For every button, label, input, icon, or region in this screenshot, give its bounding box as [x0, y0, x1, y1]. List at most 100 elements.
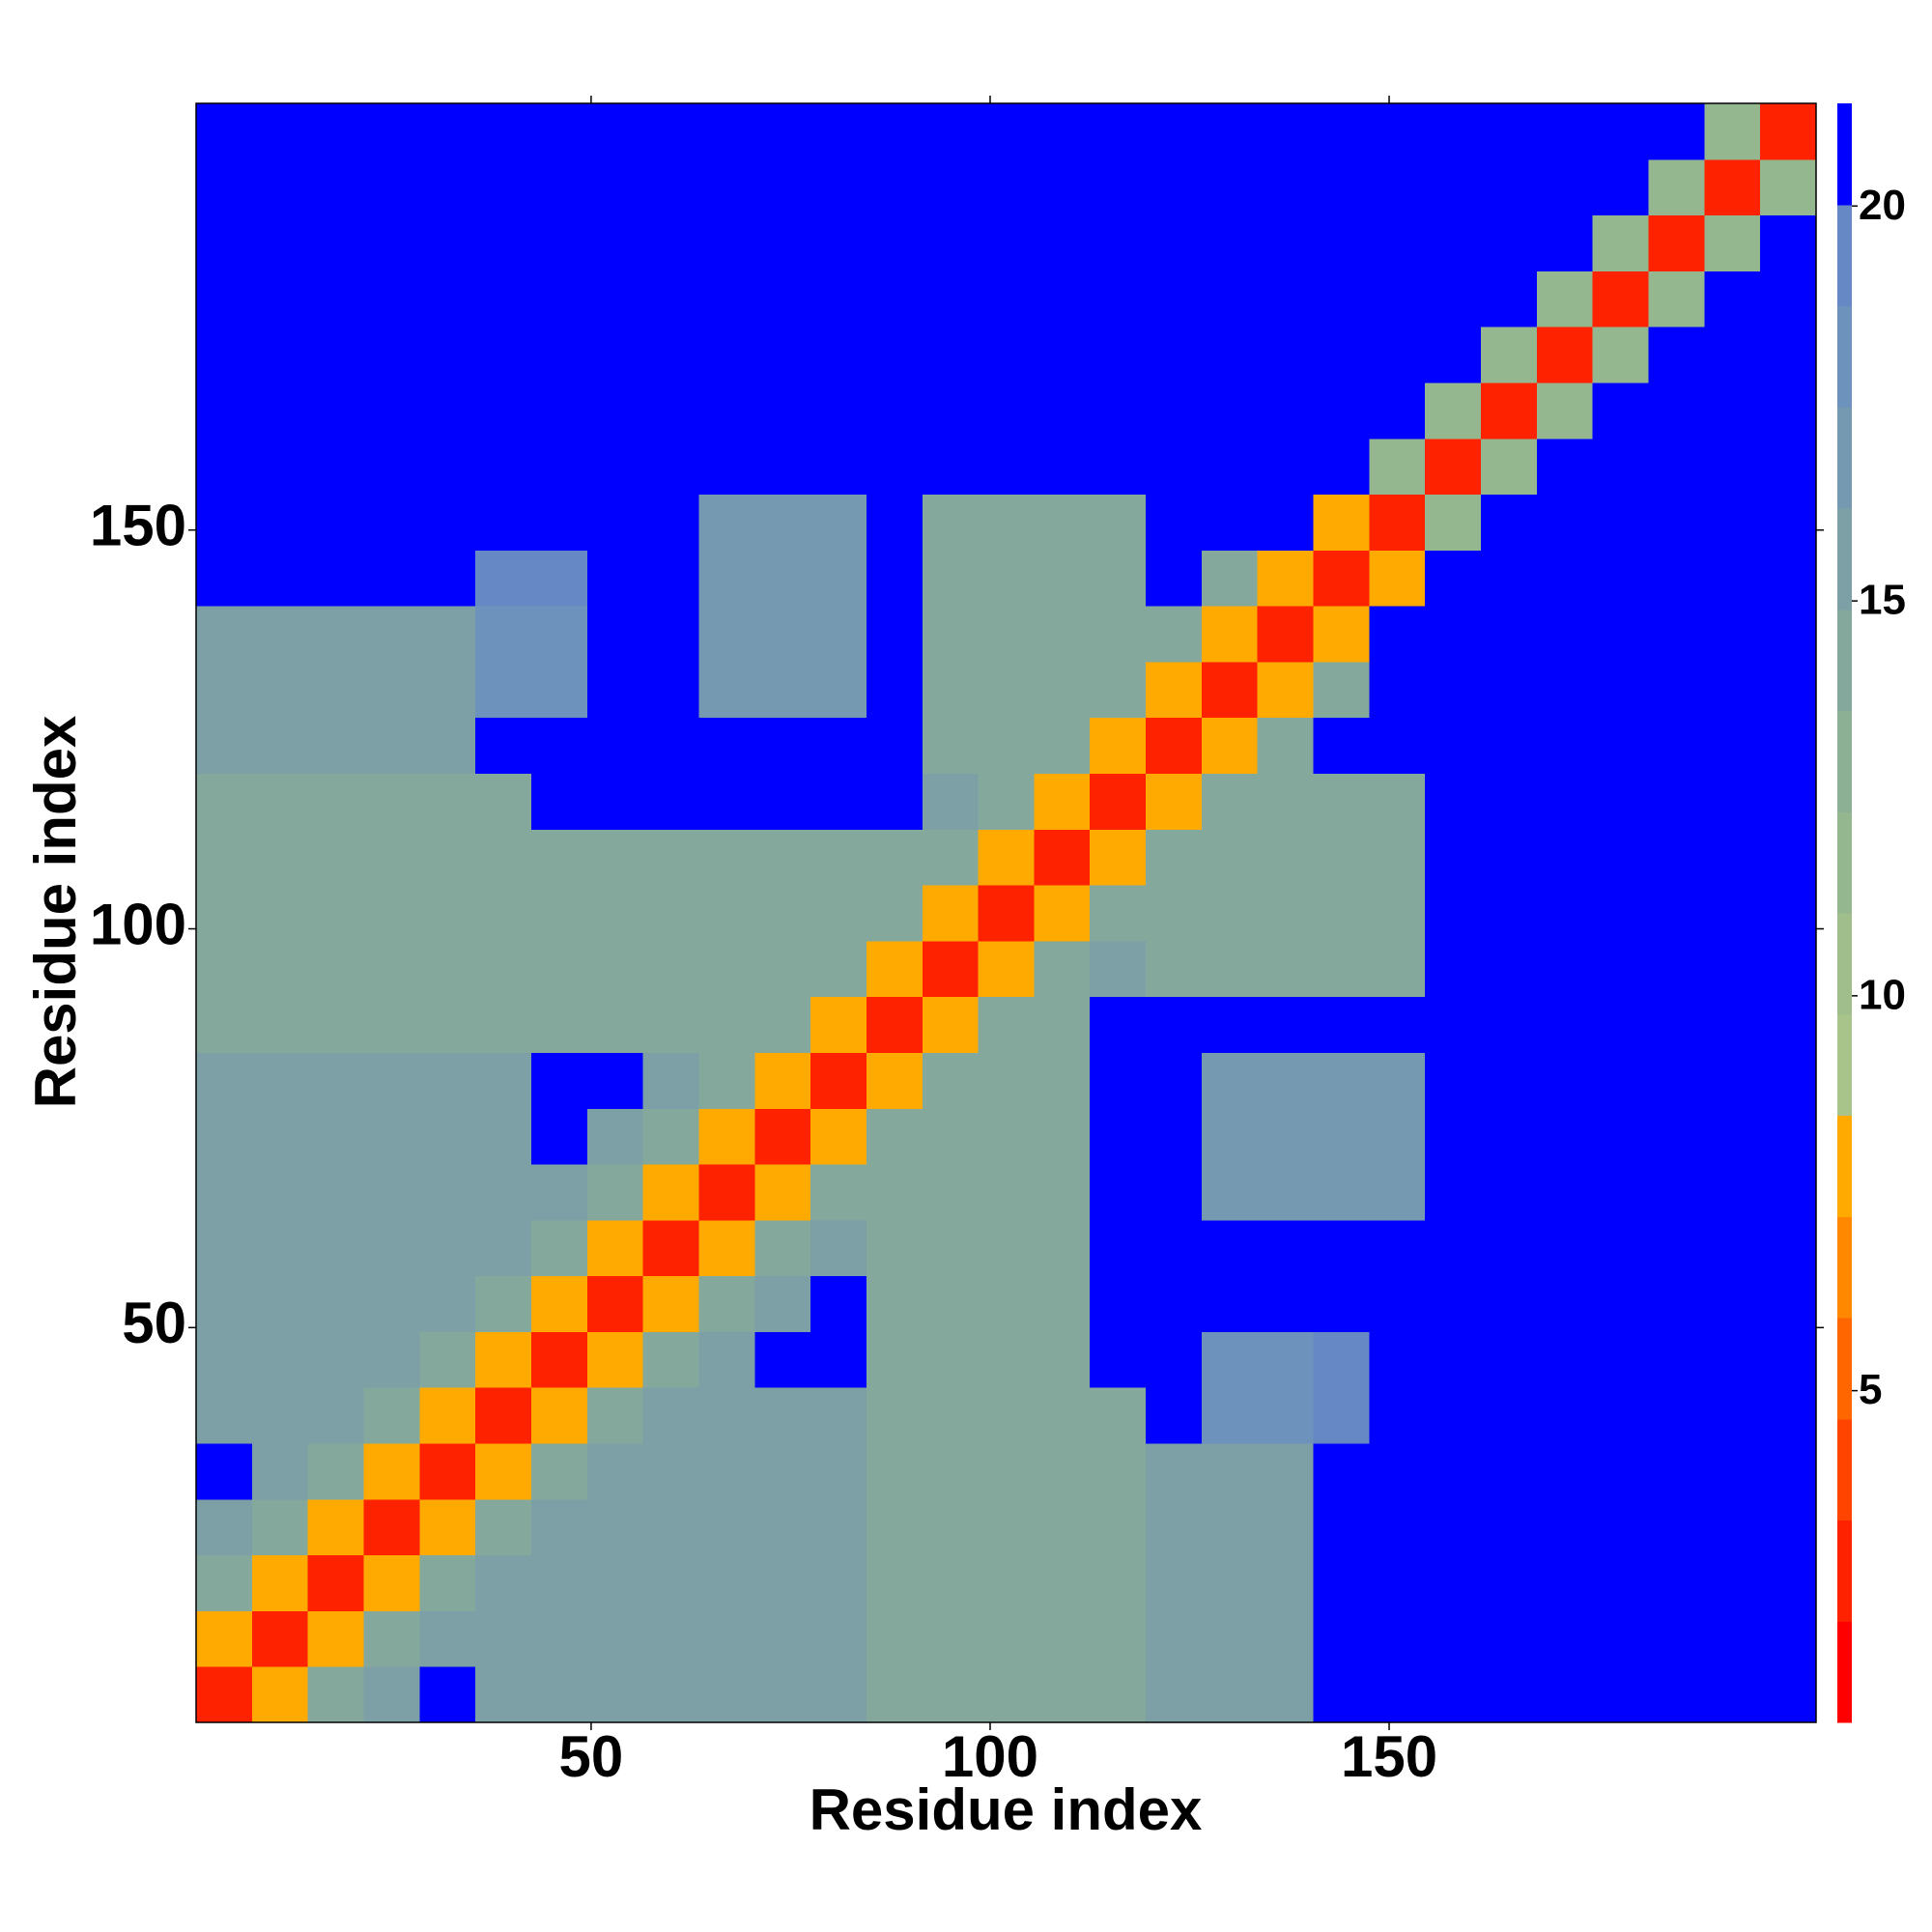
heatmap-cell	[1034, 1275, 1091, 1332]
heatmap-cell	[754, 158, 811, 216]
heatmap-cell	[754, 494, 811, 551]
heatmap-cell	[307, 494, 364, 551]
heatmap-cell	[978, 438, 1035, 496]
heatmap-cell	[1313, 327, 1370, 384]
heatmap-cell	[586, 829, 644, 886]
heatmap-cell	[698, 1443, 755, 1500]
heatmap-cell	[1704, 550, 1761, 607]
heatmap-cell	[698, 158, 755, 216]
heatmap-cell	[530, 829, 588, 886]
heatmap-cell	[1536, 327, 1594, 384]
heatmap-cell	[1257, 158, 1315, 216]
heatmap-cell	[1425, 606, 1482, 663]
heatmap-cell	[1369, 103, 1426, 160]
heatmap-cell	[586, 606, 644, 663]
heatmap-cell	[1592, 996, 1650, 1053]
heatmap-cell	[1313, 1498, 1370, 1556]
heatmap-cell	[1090, 773, 1147, 830]
heatmap-cell	[1034, 1052, 1091, 1109]
heatmap-cell	[1536, 606, 1594, 663]
heatmap-cell	[1257, 996, 1315, 1053]
heatmap-cell	[1090, 606, 1147, 663]
heatmap-cell	[1425, 1275, 1482, 1332]
heatmap-cell	[754, 1666, 811, 1723]
heatmap-cell	[1146, 829, 1203, 886]
heatmap-cell	[1481, 717, 1538, 775]
heatmap-cell	[922, 1443, 980, 1500]
heatmap-cell	[698, 996, 755, 1053]
heatmap-cell	[866, 661, 923, 719]
heatmap-cell	[642, 885, 699, 942]
heatmap-cell	[698, 1275, 755, 1332]
heatmap-cell	[251, 550, 309, 607]
heatmap-cell	[754, 438, 811, 496]
heatmap-cell	[1481, 214, 1538, 271]
heatmap-cell	[1034, 829, 1091, 886]
heatmap-cell	[922, 327, 980, 384]
heatmap-cell	[1648, 661, 1705, 719]
heatmap-cell	[1090, 327, 1147, 384]
heatmap-cell	[1760, 940, 1817, 998]
heatmap-cell	[1425, 1219, 1482, 1277]
heatmap-cell	[1090, 1275, 1147, 1332]
x-tick-label: 100	[942, 1724, 1038, 1789]
heatmap-cell	[419, 1164, 476, 1221]
heatmap-cell	[1201, 382, 1259, 440]
heatmap-cell	[866, 103, 923, 160]
heatmap-cell	[1425, 103, 1482, 160]
heatmap-cell	[1536, 885, 1594, 942]
heatmap-cell	[698, 661, 755, 719]
heatmap-cell	[1090, 1443, 1147, 1500]
heatmap-cell	[922, 1219, 980, 1277]
colorbar-tick-label: 20	[1859, 182, 1906, 229]
heatmap-cell	[642, 996, 699, 1053]
heatmap-cell	[1369, 940, 1426, 998]
heatmap-cell	[1146, 996, 1203, 1053]
heatmap-cell	[475, 606, 532, 663]
heatmap-cell	[1313, 1219, 1370, 1277]
heatmap-cell	[754, 327, 811, 384]
heatmap-cell	[1313, 829, 1370, 886]
heatmap-cell	[1592, 1610, 1650, 1667]
heatmap-cell	[978, 1554, 1035, 1611]
heatmap-cell	[1146, 438, 1203, 496]
heatmap-cell	[1257, 773, 1315, 830]
heatmap-cell	[1369, 773, 1426, 830]
heatmap-cell	[1257, 1052, 1315, 1109]
heatmap-cell	[978, 606, 1035, 663]
heatmap-cell	[1760, 103, 1817, 160]
heatmap-cell	[642, 1666, 699, 1723]
heatmap-cell	[1201, 661, 1259, 719]
heatmap-cell	[754, 996, 811, 1053]
heatmap-cell	[1146, 1331, 1203, 1388]
heatmap-cell	[363, 550, 420, 607]
heatmap-cell	[1536, 1108, 1594, 1165]
heatmap-cell	[922, 996, 980, 1053]
heatmap-cell	[1592, 1052, 1650, 1109]
heatmap-cell	[363, 1164, 420, 1221]
colorbar-band	[1837, 1520, 1852, 1622]
heatmap-cell	[698, 382, 755, 440]
heatmap-cell	[1425, 1443, 1482, 1500]
heatmap-cell	[1090, 1666, 1147, 1723]
heatmap-cell	[419, 438, 476, 496]
heatmap-cell	[1257, 1554, 1315, 1611]
heatmap-cell	[586, 438, 644, 496]
heatmap-cell	[1313, 1052, 1370, 1109]
heatmap-cell	[419, 1610, 476, 1667]
heatmap-cell	[586, 1108, 644, 1165]
heatmap-cell	[419, 1554, 476, 1611]
heatmap-cell	[978, 829, 1035, 886]
heatmap-cell	[196, 1331, 253, 1388]
heatmap-cell	[1146, 327, 1203, 384]
heatmap-cell	[251, 885, 309, 942]
heatmap-cell	[1146, 1554, 1203, 1611]
heatmap-cell	[251, 382, 309, 440]
heatmap-cell	[866, 1554, 923, 1611]
heatmap-cell	[1592, 270, 1650, 327]
heatmap-cell	[363, 1610, 420, 1667]
heatmap-cell	[754, 1275, 811, 1332]
heatmap-cell	[922, 661, 980, 719]
y-tick-label: 100	[90, 892, 186, 956]
heatmap-cell	[586, 1219, 644, 1277]
